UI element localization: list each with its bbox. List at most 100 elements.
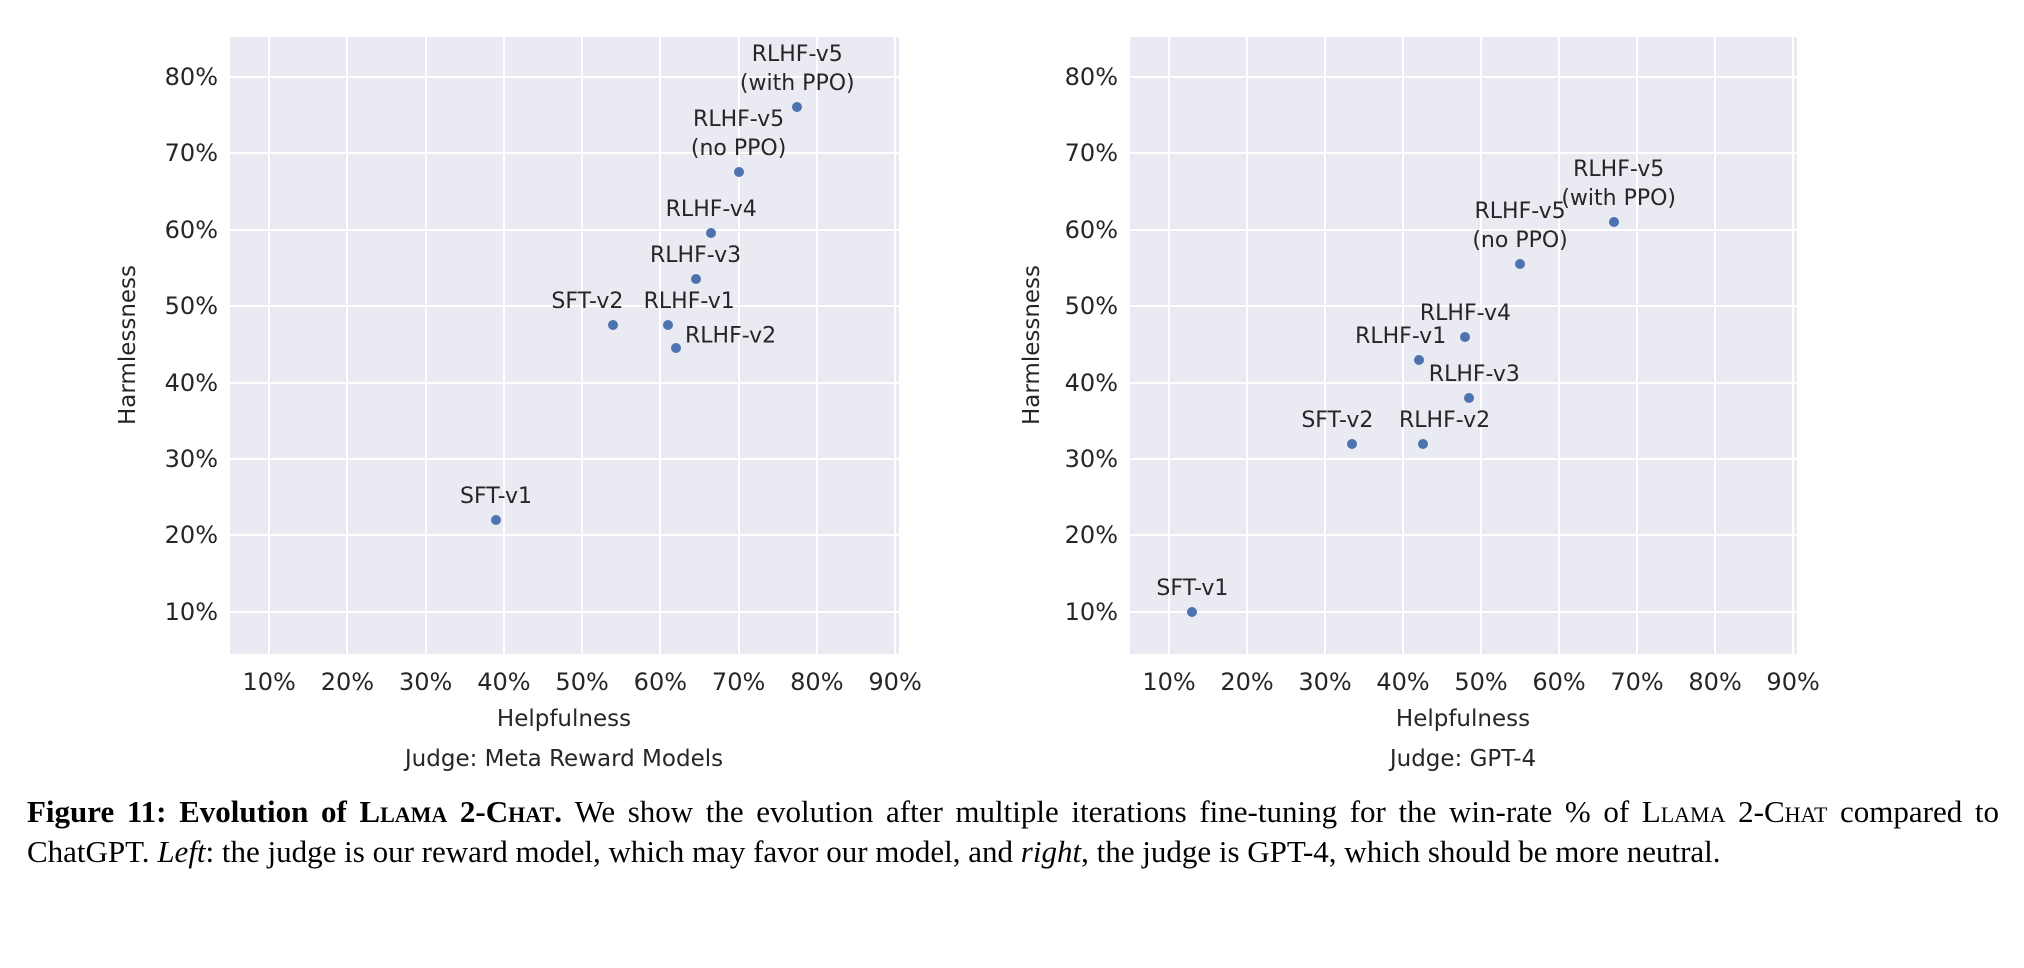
x-gridline bbox=[737, 37, 740, 654]
y-tick-label: 70% bbox=[164, 139, 218, 168]
x-tick-label: 60% bbox=[1532, 668, 1586, 696]
scatter-point bbox=[733, 167, 744, 178]
point-label: SFT-v2 bbox=[1301, 407, 1374, 433]
y-tick-label: 40% bbox=[1064, 368, 1118, 397]
x-gridline bbox=[1246, 37, 1249, 654]
y-gridline bbox=[230, 152, 899, 155]
y-gridline bbox=[1130, 610, 1797, 613]
x-tick-label: 90% bbox=[1766, 668, 1820, 696]
point-label: RLHF-v5 (with PPO) bbox=[1561, 157, 1677, 212]
figure-caption: Figure 11: Evolution of Llama 2-Chat. We… bbox=[27, 792, 1999, 872]
point-label: RLHF-v5 (no PPO) bbox=[690, 107, 787, 162]
x-gridline bbox=[659, 37, 662, 654]
y-gridline bbox=[1130, 381, 1797, 384]
scatter-point bbox=[706, 228, 717, 239]
y-tick-label: 30% bbox=[1064, 445, 1118, 474]
point-label: RLHF-v5 (no PPO) bbox=[1472, 199, 1568, 254]
caption-segment: compared to ChatGPT. bbox=[27, 794, 1999, 869]
x-gridline bbox=[268, 37, 271, 654]
right-x-axis-label: Helpfulness bbox=[1395, 706, 1531, 732]
right-y-axis-label: Harmlessness bbox=[1019, 264, 1045, 426]
scatter-point bbox=[1460, 331, 1471, 342]
caption-segment: Figure 11: Evolution of bbox=[27, 794, 360, 829]
scatter-point bbox=[792, 102, 803, 113]
y-tick-label: 70% bbox=[1064, 139, 1118, 168]
y-tick-label: 50% bbox=[1064, 292, 1118, 321]
x-gridline bbox=[424, 37, 427, 654]
scatter-point bbox=[1417, 438, 1428, 449]
x-gridline bbox=[502, 37, 505, 654]
left-y-axis-label: Harmlessness bbox=[115, 264, 141, 426]
caption-segment: right bbox=[1020, 834, 1082, 869]
scatter-point bbox=[1347, 438, 1358, 449]
x-tick-label: 80% bbox=[1688, 668, 1742, 696]
scatter-point bbox=[1187, 606, 1198, 617]
y-gridline bbox=[1130, 228, 1797, 231]
y-gridline bbox=[1130, 305, 1797, 308]
y-gridline bbox=[230, 381, 899, 384]
y-gridline bbox=[1130, 458, 1797, 461]
caption-segment: We show the evolution after multiple ite… bbox=[574, 794, 1642, 829]
y-gridline bbox=[1130, 75, 1797, 78]
caption-segment: Llama 2-Chat bbox=[359, 794, 555, 829]
y-tick-label: 20% bbox=[164, 521, 218, 550]
x-tick-label: 50% bbox=[555, 668, 609, 696]
point-label: RLHF-v2 bbox=[1398, 407, 1491, 433]
caption-segment: Left bbox=[157, 834, 206, 869]
y-tick-label: 10% bbox=[164, 597, 218, 626]
y-tick-label: 20% bbox=[1064, 521, 1118, 550]
y-gridline bbox=[1130, 534, 1797, 537]
right-judge-label: Judge: GPT-4 bbox=[1389, 746, 1537, 772]
y-tick-label: 80% bbox=[164, 62, 218, 91]
scatter-point bbox=[1608, 217, 1619, 228]
x-tick-label: 20% bbox=[320, 668, 375, 696]
x-tick-label: 70% bbox=[1610, 668, 1664, 696]
point-label: RLHF-v3 bbox=[1428, 361, 1520, 387]
y-gridline bbox=[230, 305, 899, 308]
x-gridline bbox=[815, 37, 818, 654]
scatter-point bbox=[671, 343, 681, 354]
caption-segment: Llama 2-Chat bbox=[1641, 794, 1828, 829]
left-judge-label: Judge: Meta Reward Models bbox=[404, 746, 724, 772]
x-gridline bbox=[1168, 37, 1170, 654]
left-plot-area: 10% 20% 30% 40% 50% 60% 70% 80% 90% 10% 20% 30% 40% 5… bbox=[165, 37, 922, 696]
point-label: RLHF-v3 bbox=[649, 243, 742, 269]
x-gridline bbox=[1324, 37, 1327, 654]
x-gridline bbox=[894, 37, 897, 654]
x-gridline bbox=[1714, 37, 1717, 654]
point-label: RLHF-v5 (with PPO) bbox=[739, 42, 855, 97]
x-gridline bbox=[1402, 37, 1405, 654]
caption-segment: . bbox=[554, 794, 575, 829]
y-tick-label: 60% bbox=[164, 215, 218, 244]
scatter-point bbox=[690, 274, 701, 285]
y-gridline bbox=[230, 610, 899, 613]
x-tick-label: 60% bbox=[633, 668, 688, 696]
point-label: RLHF-v4 bbox=[1419, 300, 1511, 326]
x-gridline bbox=[1792, 37, 1795, 654]
x-tick-label: 40% bbox=[1376, 668, 1430, 696]
point-label: RLHF-v2 bbox=[685, 323, 777, 349]
y-tick-label: 30% bbox=[164, 445, 218, 474]
scatter-point bbox=[608, 320, 619, 331]
right-plot-area: 10% 20% 30% 40% 50% 60% 70% 80% 90% 10% 20% 30% 40% 5… bbox=[1065, 37, 1820, 696]
x-gridline bbox=[1558, 37, 1561, 654]
x-gridline bbox=[1636, 37, 1639, 654]
point-label: RLHF-v1 bbox=[1355, 323, 1447, 349]
x-tick-label: 90% bbox=[868, 668, 922, 696]
x-tick-label: 50% bbox=[1454, 668, 1508, 696]
x-tick-label: 30% bbox=[398, 668, 453, 696]
point-label: SFT-v1 bbox=[460, 484, 533, 510]
scatter-point bbox=[1515, 259, 1526, 270]
scatter-point bbox=[1413, 354, 1424, 365]
y-gridline bbox=[230, 75, 899, 78]
scatter-point bbox=[1464, 392, 1475, 403]
left-x-axis-label: Helpfulness bbox=[496, 706, 632, 732]
x-tick-label: 30% bbox=[1298, 668, 1352, 696]
point-label: RLHF-v4 bbox=[665, 197, 757, 223]
point-label: RLHF-v1 bbox=[643, 289, 735, 315]
caption-segment: , the judge is GPT-4, which should be mo… bbox=[1081, 834, 1721, 869]
x-tick-label: 10% bbox=[242, 668, 296, 696]
x-gridline bbox=[581, 37, 584, 654]
y-gridline bbox=[230, 228, 899, 231]
